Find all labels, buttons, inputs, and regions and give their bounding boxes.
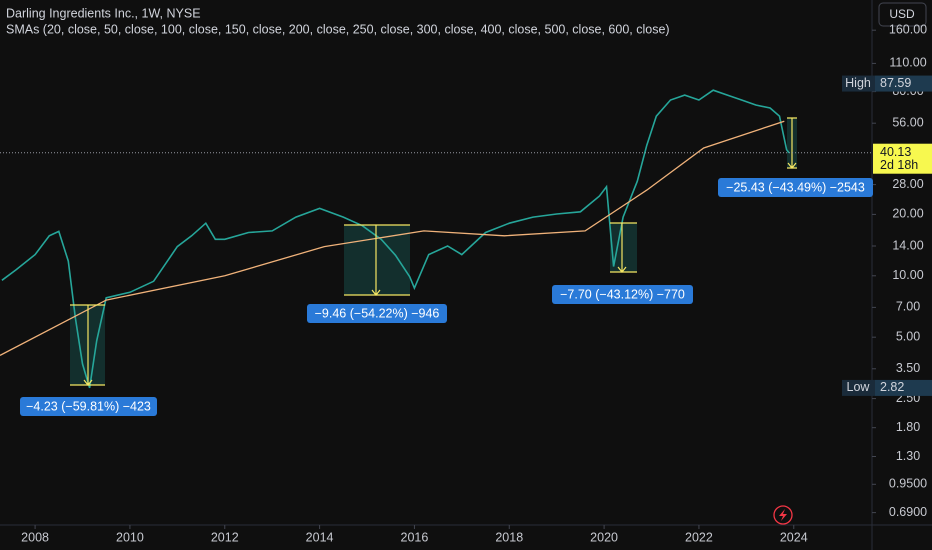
currency-button[interactable] xyxy=(878,2,927,27)
y-tick-label: 10.00 xyxy=(892,268,923,282)
y-tick-label: 110.00 xyxy=(889,56,926,70)
high-label: High xyxy=(845,76,871,90)
x-tick-label: 2018 xyxy=(495,530,523,544)
alert-bolt xyxy=(779,509,787,521)
y-tick-label: 20.00 xyxy=(892,207,923,221)
x-tick-label: 2024 xyxy=(780,530,808,544)
high-label-box xyxy=(842,75,875,92)
high-value-box xyxy=(875,75,932,92)
measure-arrow xyxy=(344,224,410,296)
last-price: 40.13 xyxy=(880,145,911,159)
x-tick-label: 2016 xyxy=(401,530,429,544)
currency[interactable]: USD xyxy=(889,7,915,21)
y-tick-label: 7.00 xyxy=(896,300,920,314)
low-value-box xyxy=(875,379,932,396)
y-tick-label: 3.50 xyxy=(896,361,920,375)
last-price-box xyxy=(873,143,932,174)
measure-label: −25.43 (−43.49%) −2543 xyxy=(726,180,865,194)
x-tick-label: 2008 xyxy=(21,530,49,544)
countdown: 2d 18h xyxy=(880,158,918,172)
price-line xyxy=(0,120,785,356)
measure-label: −9.46 (−54.22%) −946 xyxy=(315,306,440,320)
measure-arrow xyxy=(610,222,637,273)
x-tick-label: 2010 xyxy=(116,530,144,544)
low-label-box xyxy=(842,379,875,396)
measure-label-box xyxy=(307,304,447,323)
measure-arrow xyxy=(70,304,105,386)
y-tick-label: 0.9500 xyxy=(889,477,927,491)
x-tick-label: 2014 xyxy=(306,530,334,544)
measure-label-box xyxy=(552,285,693,304)
y-tick-label: 1.80 xyxy=(896,420,920,434)
chart-subtitle: SMAs (20, close, 50, close, 100, close, … xyxy=(6,22,670,36)
y-tick-label: 5.00 xyxy=(896,329,920,343)
y-tick-label: 160.00 xyxy=(889,22,927,36)
y-tick-label: 14.00 xyxy=(892,238,923,252)
measure-arrow xyxy=(787,117,797,169)
measure-label-box xyxy=(20,397,157,416)
x-tick-label: 2020 xyxy=(590,530,618,544)
high-value: 87.59 xyxy=(880,76,911,90)
x-tick-label: 2022 xyxy=(685,530,713,544)
low-value: 2.82 xyxy=(880,380,904,394)
alert-icon[interactable] xyxy=(773,505,793,525)
low-label: Low xyxy=(847,380,871,394)
y-tick-label: 56.00 xyxy=(892,115,923,129)
price-line xyxy=(1,89,790,389)
y-tick-label: 28.00 xyxy=(892,177,923,191)
chart-title: Darling Ingredients Inc., 1W, NYSE xyxy=(6,6,201,20)
measure-label: −4.23 (−59.81%) −423 xyxy=(26,399,151,413)
measure-label-box xyxy=(718,178,873,197)
y-tick-label: 0.6900 xyxy=(889,505,927,519)
measure-arrows xyxy=(70,117,797,386)
plot xyxy=(0,89,790,389)
x-tick-label: 2012 xyxy=(211,530,239,544)
y-tick-label: 1.30 xyxy=(896,449,920,463)
measure-label: −7.70 (−43.12%) −770 xyxy=(560,287,685,301)
